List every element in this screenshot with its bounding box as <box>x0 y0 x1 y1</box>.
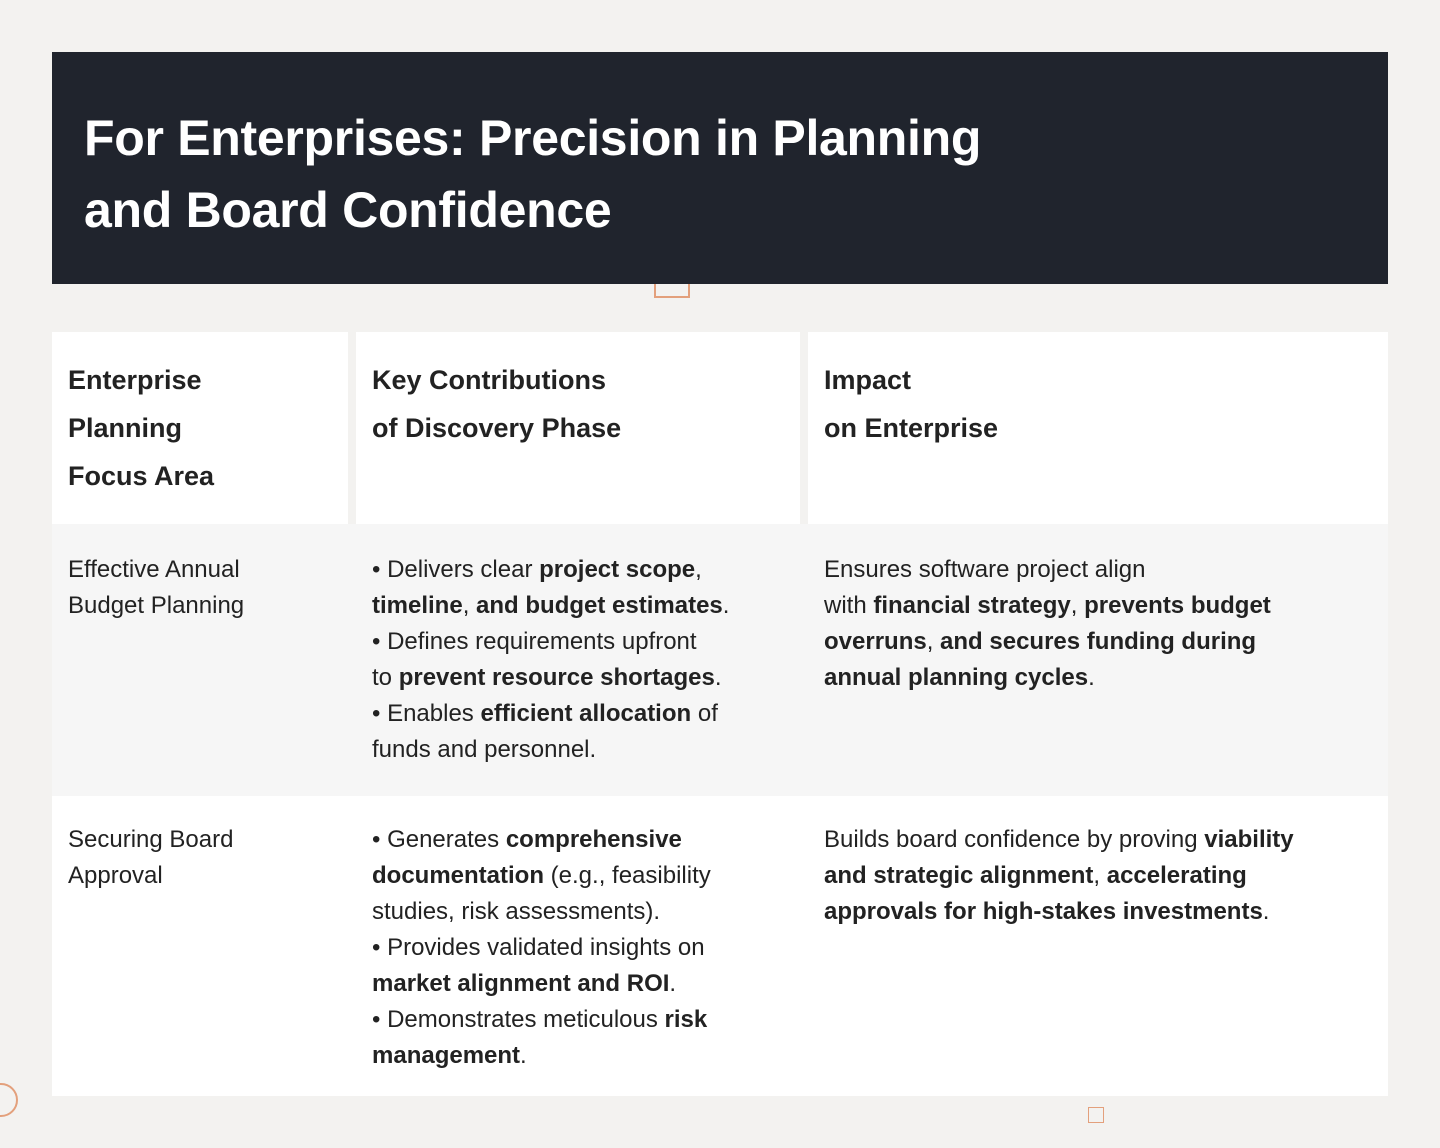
decorative-square <box>1088 1107 1104 1123</box>
header-line: Focus Area <box>68 461 215 491</box>
header-line: of Discovery Phase <box>372 413 622 443</box>
text-line: with financial strategy, prevents budget <box>824 592 1271 619</box>
text-line: documentation (e.g., feasibility <box>372 862 711 889</box>
impact-cell: Ensures software project align with fina… <box>808 524 1388 796</box>
text-line: • Enables efficient allocation of <box>372 700 718 727</box>
focus-area-cell: Effective Annual Budget Planning <box>52 524 356 796</box>
header-line: Planning <box>68 413 182 443</box>
text-line: timeline, and budget estimates. <box>372 592 730 619</box>
text-line: approvals for high-stakes investments. <box>824 898 1270 925</box>
text-line: market alignment and ROI. <box>372 970 677 997</box>
header-line: on Enterprise <box>824 413 999 443</box>
text-line: Budget Planning <box>68 592 245 619</box>
contributions-cell: • Delivers clear project scope, timeline… <box>356 524 808 796</box>
text-line: • Defines requirements upfront <box>372 628 697 655</box>
text-line: to prevent resource shortages. <box>372 664 722 691</box>
text-line: • Demonstrates meticulous risk <box>372 1006 708 1033</box>
text-line: funds and personnel. <box>372 736 597 763</box>
decorative-circle <box>0 1083 18 1117</box>
text-line: annual planning cycles. <box>824 664 1095 691</box>
text-line: Builds board confidence by proving viabi… <box>824 826 1294 853</box>
text-line: • Generates comprehensive <box>372 826 682 853</box>
focus-area-cell: Securing Board Approval <box>52 796 356 1096</box>
page-title: For Enterprises: Precision in Planning a… <box>84 110 982 238</box>
text-line: Securing Board <box>68 826 234 853</box>
text-line: • Delivers clear project scope, <box>372 556 702 583</box>
header-key-contributions: Key Contributions of Discovery Phase <box>356 332 800 524</box>
text-line: • Provides validated insights on <box>372 934 705 961</box>
table-header-row: Enterprise Planning Focus Area Key Contr… <box>52 332 1388 524</box>
text-line: and strategic alignment, accelerating <box>824 862 1247 889</box>
header-line: Impact <box>824 365 912 395</box>
title-banner: For Enterprises: Precision in Planning a… <box>52 52 1388 284</box>
table-row: Effective Annual Budget Planning • Deliv… <box>52 524 1388 796</box>
text-line: overruns, and secures funding during <box>824 628 1257 655</box>
table-row: Securing Board Approval • Generates comp… <box>52 796 1388 1096</box>
impact-cell: Builds board confidence by proving viabi… <box>808 796 1388 1096</box>
text-line: Effective Annual <box>68 556 240 583</box>
text-line: Ensures software project align <box>824 556 1146 583</box>
text-line: studies, risk assessments). <box>372 898 661 925</box>
enterprise-planning-table: Enterprise Planning Focus Area Key Contr… <box>52 332 1388 1096</box>
text-line: Approval <box>68 862 163 889</box>
decorative-square <box>654 284 690 298</box>
header-line: Key Contributions <box>372 365 606 395</box>
contributions-cell: • Generates comprehensive documentation … <box>356 796 808 1096</box>
header-impact: Impact on Enterprise <box>808 332 1388 524</box>
header-line: Enterprise <box>68 365 202 395</box>
header-focus-area: Enterprise Planning Focus Area <box>52 332 348 524</box>
text-line: management. <box>372 1042 527 1069</box>
